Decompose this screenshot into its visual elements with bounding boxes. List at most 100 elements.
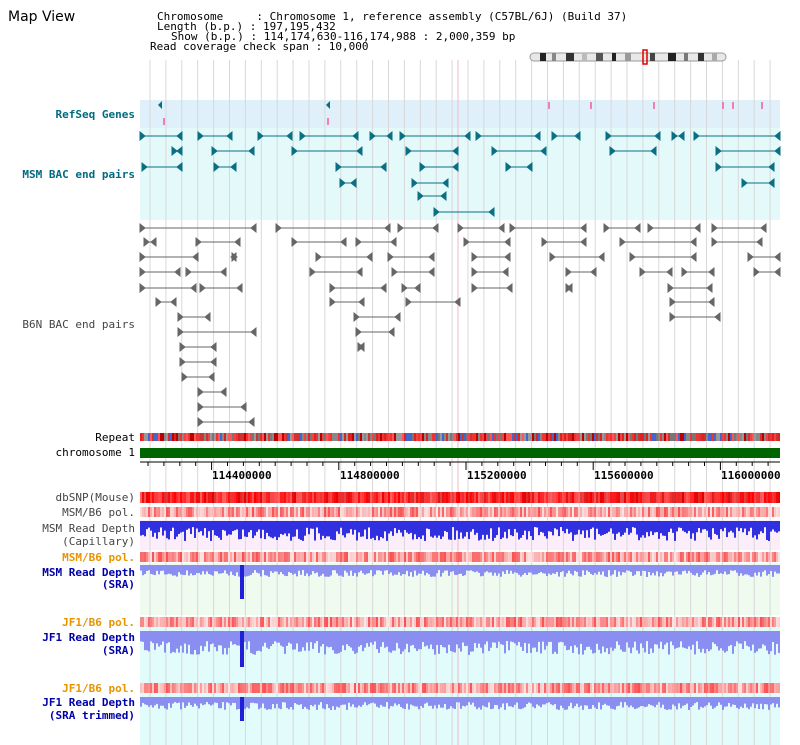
jf1-trimmed-depth-bar: [168, 697, 170, 704]
jf1-sra-depth-bar: [580, 631, 582, 644]
b6n-bac-pair-end: [471, 266, 478, 278]
msm-pol-cell: [234, 507, 236, 517]
msm-pol-cell: [744, 507, 746, 517]
jf1-trimmed-depth-bar: [564, 697, 566, 710]
jf1-trimmed-depth-bar: [596, 697, 598, 710]
repeat-segment: [734, 433, 736, 441]
repeat-segment: [410, 433, 412, 441]
msm-pol-cell-2: [400, 552, 402, 562]
jf1-trimmed-depth-bar: [590, 697, 592, 709]
repeat-segment: [342, 433, 344, 441]
jf1-pol-cell-2: [186, 683, 188, 693]
msm-sra-depth-bar: [310, 565, 312, 575]
repeat-segment: [622, 433, 624, 441]
jf1-pol-cell: [526, 617, 528, 627]
msm-pol-cell-2: [562, 552, 564, 562]
msm-bac-pair-end: [491, 145, 498, 157]
dbsnp-cell: [370, 492, 372, 503]
msm-pol-cell-2: [532, 552, 534, 562]
capillary-depth-bar: [564, 521, 566, 534]
msm-pol-cell-2: [324, 552, 326, 562]
b6n-bac-track[interactable]: [139, 222, 781, 428]
jf1-b6-pol-label: JF1/B6 pol.: [62, 616, 135, 629]
jf1-sra-depth-bar: [406, 631, 408, 644]
repeat-segment: [176, 433, 178, 441]
jf1-trimmed-depth-bar: [434, 697, 436, 706]
capillary-depth-bar: [224, 521, 226, 531]
msm-pol-cell-2: [350, 552, 352, 562]
gene-mark: [548, 102, 550, 109]
repeat-track[interactable]: [140, 433, 780, 441]
msm-pol-cell-2: [706, 552, 708, 562]
msm-bac-pair-end: [551, 130, 558, 142]
repeat-segment: [292, 433, 294, 441]
jf1-pol-cell-2: [564, 683, 566, 693]
polymorphism-heatmaps[interactable]: [140, 492, 780, 693]
msm-pol-cell-2: [586, 552, 588, 562]
read-depth-tracks[interactable]: [140, 521, 780, 721]
jf1-pol-cell-2: [740, 683, 742, 693]
jf1-pol-cell: [502, 617, 504, 627]
jf1-sra-depth-bar: [308, 631, 310, 651]
msm-pol-cell-2: [572, 552, 574, 562]
repeat-segment: [502, 433, 504, 441]
repeat-segment: [204, 433, 206, 441]
repeat-segment: [640, 433, 642, 441]
chromosome-ideogram[interactable]: [529, 49, 727, 65]
jf1-trimmed-depth-bar: [774, 697, 776, 708]
jf1-trimmed-depth-bar: [458, 697, 460, 703]
b6n-bac-pair-end: [387, 251, 394, 263]
jf1-trimmed-depth-bar: [518, 697, 520, 709]
refseq-genes-track[interactable]: [158, 101, 763, 125]
dbsnp-cell: [454, 492, 456, 503]
msm-pol-cell: [236, 507, 238, 517]
capillary-depth-bar: [266, 521, 268, 533]
jf1-pol-cell-2: [694, 683, 696, 693]
msm-sra-depth-bar: [194, 565, 196, 575]
msm-pol-cell: [294, 507, 296, 517]
msm-sra-spike: [240, 565, 244, 599]
jf1-trimmed-depth-bar: [170, 697, 172, 708]
msm-pol-cell-2: [432, 552, 434, 562]
msm-pol-cell-2: [526, 552, 528, 562]
capillary-depth-bar: [422, 521, 424, 536]
msm-sra-depth-bar: [700, 565, 702, 575]
jf1-trimmed-depth-bar: [232, 697, 234, 703]
msm-bac-track[interactable]: [139, 130, 781, 218]
msm-sra-depth-bar: [710, 565, 712, 576]
repeat-segment: [374, 433, 376, 441]
jf1-pol-cell: [246, 617, 248, 627]
jf1-pol-cell-2: [756, 683, 758, 693]
msm-pol-cell: [566, 507, 568, 517]
jf1-trimmed-depth-bar: [594, 697, 596, 708]
msm-bac-pair-end: [574, 130, 581, 142]
msm-pol-cell: [500, 507, 502, 517]
b6n-bac-pair-end: [463, 236, 470, 248]
jf1-pol-cell-2: [294, 683, 296, 693]
repeat-segment: [564, 433, 566, 441]
msm-pol-cell-2: [420, 552, 422, 562]
repeat-segment: [228, 433, 230, 441]
msm-sra-depth-bar: [498, 565, 500, 574]
capillary-depth-bar: [502, 521, 504, 538]
jf1-sra-depth-bar: [634, 631, 636, 642]
msm-pol-cell-2: [642, 552, 644, 562]
msm-sra-depth-bar: [386, 565, 388, 571]
repeat-segment: [170, 433, 172, 441]
msm-pol-cell: [746, 507, 748, 517]
msm-pol-cell: [518, 507, 520, 517]
capillary-depth-bar: [552, 521, 554, 536]
b6n-bac-pair-end: [384, 222, 391, 234]
msm-pol-cell: [226, 507, 228, 517]
msm-sra-depth-bar: [646, 565, 648, 577]
dbsnp-cell: [608, 492, 610, 503]
jf1-trimmed-depth-bar: [250, 697, 252, 703]
dbsnp-cell: [552, 492, 554, 503]
msm-pol-cell-2: [220, 552, 222, 562]
dbsnp-cell: [460, 492, 462, 503]
jf1-pol-cell-2: [668, 683, 670, 693]
jf1-pol-cell: [228, 617, 230, 627]
jf1-trimmed-depth-bar: [504, 697, 506, 710]
jf1-sra-depth-bar: [222, 631, 224, 655]
